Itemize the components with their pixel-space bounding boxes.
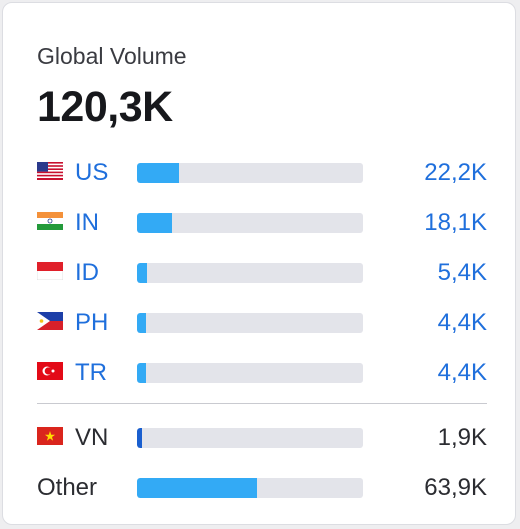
country-code-us[interactable]: US xyxy=(75,159,109,186)
volume-bar-fill-tr xyxy=(137,363,147,383)
volume-bar-vn xyxy=(137,428,363,448)
volume-bar-id xyxy=(137,263,363,283)
volume-bar-fill-us xyxy=(137,163,179,183)
volume-bar-ph xyxy=(137,313,363,333)
section-divider xyxy=(37,403,487,404)
country-value-vn: 1,9K xyxy=(437,424,487,451)
country-row-in[interactable]: IN 18,1K xyxy=(37,208,487,238)
country-code-in[interactable]: IN xyxy=(75,209,99,236)
us-flag-icon xyxy=(37,162,63,180)
vietnam-flag-icon xyxy=(37,427,63,445)
country-value-ph[interactable]: 4,4K xyxy=(437,309,487,336)
volume-bar-fill-id xyxy=(137,263,148,283)
country-row-ph[interactable]: PH 4,4K xyxy=(37,308,487,338)
volume-bar-other xyxy=(137,478,363,498)
country-code-vn: VN xyxy=(75,424,109,451)
philippines-flag-icon xyxy=(37,312,63,330)
global-volume-card: Global Volume 120,3K US 22,2K IN xyxy=(2,2,516,525)
volume-bar-fill-vn xyxy=(137,428,142,448)
country-value-tr[interactable]: 4,4K xyxy=(437,359,487,386)
turkey-flag-icon xyxy=(37,362,63,380)
country-code-ph[interactable]: PH xyxy=(75,309,109,336)
country-value-us[interactable]: 22,2K xyxy=(424,159,487,186)
volume-bar-us xyxy=(137,163,363,183)
country-row-vn: VN 1,9K xyxy=(37,423,487,453)
volume-bar-in xyxy=(137,213,363,233)
volume-bar-fill-other xyxy=(137,478,257,498)
volume-bar-fill-in xyxy=(137,213,173,233)
country-code-tr[interactable]: TR xyxy=(75,359,107,386)
country-row-us[interactable]: US 22,2K xyxy=(37,158,487,188)
india-flag-icon xyxy=(37,212,63,230)
volume-bar-tr xyxy=(137,363,363,383)
country-row-other: Other 63,9K xyxy=(37,473,487,503)
country-code-id[interactable]: ID xyxy=(75,259,99,286)
other-label: Other xyxy=(37,474,98,501)
other-value: 63,9K xyxy=(424,474,487,501)
volume-bar-fill-ph xyxy=(137,313,147,333)
country-value-id[interactable]: 5,4K xyxy=(437,259,487,286)
country-value-in[interactable]: 18,1K xyxy=(424,209,487,236)
global-volume-total: 120,3K xyxy=(37,83,173,131)
country-row-id[interactable]: ID 5,4K xyxy=(37,258,487,288)
country-row-tr[interactable]: TR 4,4K xyxy=(37,358,487,388)
indonesia-flag-icon xyxy=(37,262,63,280)
global-volume-label: Global Volume xyxy=(37,43,187,69)
